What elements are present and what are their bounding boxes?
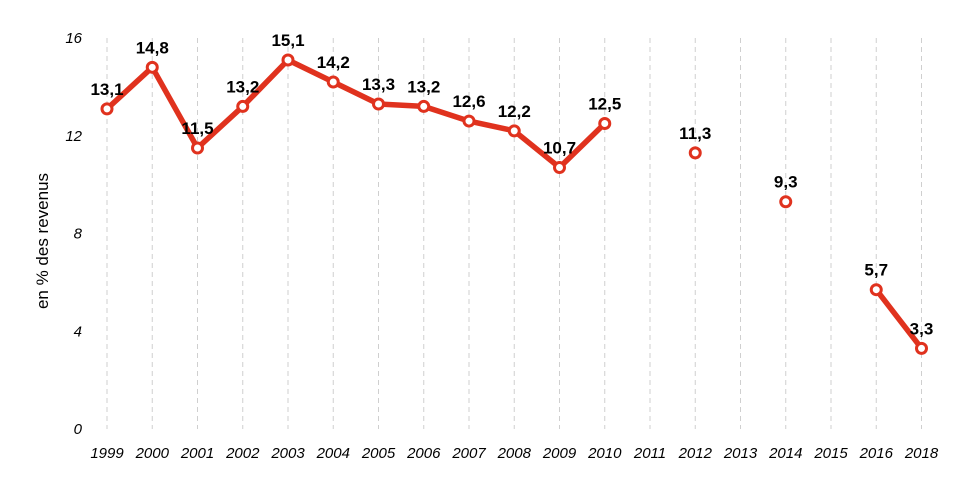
data-point bbox=[281, 53, 295, 67]
data-label: 9,3 bbox=[774, 173, 798, 192]
data-point bbox=[507, 124, 521, 138]
data-point bbox=[779, 195, 793, 209]
data-label: 12,6 bbox=[452, 92, 485, 111]
y-axis-label: en % des revenus bbox=[33, 173, 52, 309]
data-point bbox=[372, 97, 385, 111]
x-tick-label: 2012 bbox=[678, 445, 713, 462]
y-tick-label: 0 bbox=[74, 421, 83, 438]
x-tick-label: 2000 bbox=[135, 445, 170, 462]
data-point bbox=[100, 102, 114, 116]
x-tick-label: 2005 bbox=[361, 445, 396, 462]
series-line bbox=[104, 57, 925, 352]
data-label: 14,8 bbox=[136, 38, 169, 57]
data-point bbox=[191, 141, 204, 155]
data-point bbox=[417, 99, 431, 113]
data-label: 3,3 bbox=[910, 319, 934, 338]
x-tick-label: 2010 bbox=[587, 445, 622, 462]
y-tick-label: 16 bbox=[65, 30, 82, 47]
x-tick-label: 2018 bbox=[904, 445, 939, 462]
data-label: 13,1 bbox=[90, 80, 123, 99]
data-label: 13,2 bbox=[226, 77, 259, 96]
data-point bbox=[688, 146, 702, 160]
data-point bbox=[236, 99, 250, 113]
data-labels: 13,1 14,8 11,5 13,2 15,1 14,2 13,3 13,2 12,6 12,2… bbox=[90, 31, 933, 338]
series-line-segment bbox=[873, 286, 925, 352]
data-label: 12,2 bbox=[498, 102, 531, 121]
data-label: 14,2 bbox=[317, 53, 350, 72]
x-axis: 1999 2000 2001 2002 2003 2004 2005 2006 2007 2008… bbox=[90, 445, 939, 462]
x-tick-label: 2013 bbox=[723, 445, 758, 462]
data-label: 5,7 bbox=[864, 261, 888, 280]
data-point bbox=[869, 283, 883, 297]
y-tick-label: 4 bbox=[74, 323, 82, 340]
gridlines bbox=[106, 38, 922, 429]
data-points bbox=[100, 53, 928, 355]
x-tick-label: 2008 bbox=[497, 445, 532, 462]
x-tick-label: 2006 bbox=[406, 445, 441, 462]
x-tick-label: 2004 bbox=[316, 445, 350, 462]
data-label: 13,2 bbox=[407, 77, 440, 96]
x-tick-label: 2007 bbox=[451, 445, 486, 462]
data-point bbox=[915, 341, 928, 355]
series-line-segment bbox=[104, 57, 608, 171]
x-tick-label: 2011 bbox=[633, 445, 666, 462]
data-point bbox=[326, 75, 340, 89]
data-label: 11,3 bbox=[679, 124, 711, 143]
y-axis: 0 4 8 12 16 bbox=[65, 30, 82, 438]
data-label: 11,5 bbox=[181, 119, 213, 138]
x-tick-label: 2002 bbox=[225, 445, 260, 462]
x-tick-label: 1999 bbox=[90, 445, 124, 462]
data-point bbox=[598, 117, 612, 131]
x-tick-label: 2016 bbox=[859, 445, 894, 462]
data-point bbox=[145, 60, 159, 74]
data-point bbox=[462, 114, 476, 128]
x-tick-label: 2009 bbox=[542, 445, 577, 462]
data-label: 15,1 bbox=[271, 31, 304, 50]
x-tick-label: 2003 bbox=[270, 445, 305, 462]
data-label: 13,3 bbox=[362, 75, 395, 94]
x-tick-label: 2014 bbox=[768, 445, 802, 462]
data-point bbox=[553, 161, 566, 175]
data-label: 10,7 bbox=[543, 139, 576, 158]
data-label: 12,5 bbox=[588, 95, 621, 114]
x-tick-label: 2015 bbox=[813, 445, 848, 462]
y-tick-label: 12 bbox=[65, 128, 82, 145]
x-tick-label: 2001 bbox=[180, 445, 214, 462]
y-tick-label: 8 bbox=[74, 226, 83, 243]
